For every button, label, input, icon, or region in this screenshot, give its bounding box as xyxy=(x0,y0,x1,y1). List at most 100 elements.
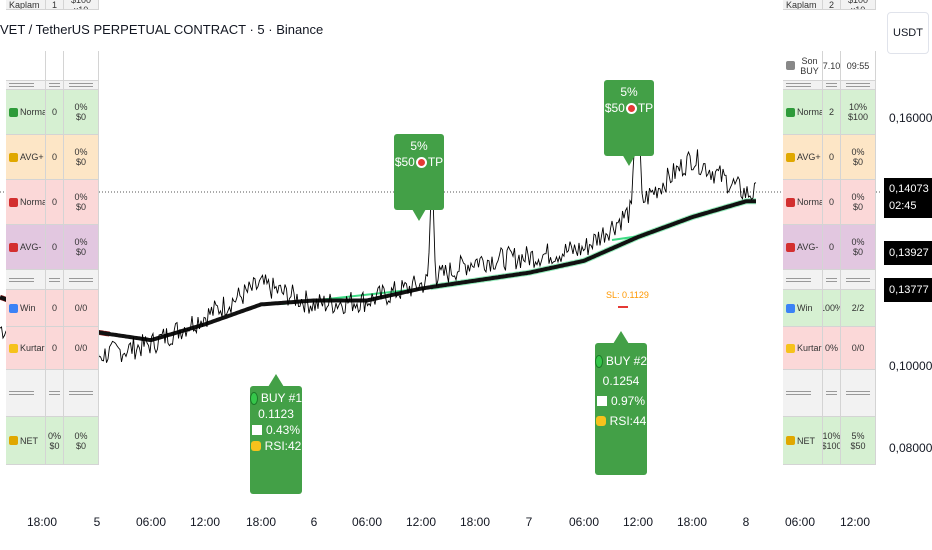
separator xyxy=(825,391,838,395)
left-row xyxy=(6,81,99,90)
right-row: Normal00% $0 xyxy=(783,180,876,225)
row-value: 0/0 xyxy=(841,327,876,369)
row-count: 0 xyxy=(823,180,841,224)
row-count: 0% $0 xyxy=(46,417,64,464)
row-value: 09:55 xyxy=(841,51,876,80)
cross-icon xyxy=(9,197,18,207)
row-label-cell xyxy=(6,51,46,80)
separator-cell xyxy=(783,270,823,289)
left-row: AVG+ 0 0% $0 xyxy=(6,135,99,180)
left-row xyxy=(6,370,99,417)
separator-cell xyxy=(64,270,99,289)
currency-button[interactable]: USDT xyxy=(887,12,929,54)
row-count: 100% xyxy=(823,290,841,326)
right-row: Normal210% $100 xyxy=(783,90,876,135)
separator-cell xyxy=(6,370,46,416)
price-marker-1: 0,13927 xyxy=(884,241,932,265)
separator xyxy=(846,391,870,395)
row-value: 0% $0 xyxy=(64,417,99,464)
row-count: 1 xyxy=(46,0,64,9)
buy-callout-1[interactable]: BUY #1 0.1123 0.43% RSI:42 xyxy=(250,386,302,494)
row-value: 10% $100 xyxy=(841,90,876,134)
clock-icon xyxy=(786,61,795,70)
separator xyxy=(69,391,93,395)
tp-callout-2[interactable]: 5% $50 TP xyxy=(604,80,654,156)
right-row: Kaplam 2$100 x10 xyxy=(783,0,876,10)
row-label-cell: Kurtar xyxy=(783,327,823,369)
row-value: 0/0 xyxy=(64,327,99,369)
row-value: 5% $50 xyxy=(841,417,876,464)
left-row xyxy=(6,51,99,81)
time-label: 12:00 xyxy=(839,515,871,529)
bar-countdown: 02:45 xyxy=(889,200,917,212)
separator-cell xyxy=(841,270,876,289)
ema-line xyxy=(0,199,756,342)
time-label: 18:00 xyxy=(676,515,708,529)
separator xyxy=(846,277,870,282)
moneybag-icon xyxy=(786,152,795,162)
separator xyxy=(48,83,61,87)
time-label: 12:00 xyxy=(405,515,437,529)
separator-cell xyxy=(64,370,99,416)
separator-cell xyxy=(823,370,841,416)
cross-icon xyxy=(786,197,795,207)
row-count: 2 xyxy=(823,0,841,9)
time-label: 12:00 xyxy=(189,515,221,529)
separator xyxy=(9,277,35,282)
row-label-cell: NET xyxy=(783,417,823,464)
price-label-008: 0,08000 xyxy=(889,441,932,455)
time-label: 7 xyxy=(525,515,533,529)
row-value xyxy=(64,51,99,80)
row-count: 0 xyxy=(46,290,64,326)
left-row: Kaplam 1$100 x10 xyxy=(6,0,99,10)
hand-icon xyxy=(786,343,795,353)
time-label: 12:00 xyxy=(622,515,654,529)
right-row: Kurtar 0% 0/0 xyxy=(783,327,876,370)
row-label: Normal xyxy=(797,197,822,207)
row-count: 0% xyxy=(823,327,841,369)
row-label-cell: Normal xyxy=(783,90,823,134)
right-row: AVG+ 0 0% $0 xyxy=(783,135,876,180)
current-price-box: 0,14073 02:45 xyxy=(884,178,932,218)
row-count: 2 xyxy=(823,90,841,134)
row-label: Kurtar xyxy=(20,343,45,353)
separator xyxy=(825,83,838,87)
stop-loss-label: SL: 0.1129 xyxy=(606,290,649,300)
target-icon xyxy=(625,102,637,114)
price-line xyxy=(0,83,757,364)
separator xyxy=(48,277,61,282)
separator xyxy=(69,277,93,282)
left-row: Kurtar 0 0/0 xyxy=(6,327,99,370)
buy-callout-2[interactable]: BUY #2 0.1254 0.97% RSI:44 xyxy=(595,343,647,475)
tp2-tag: TP xyxy=(637,101,654,115)
trophy-icon xyxy=(786,303,795,313)
row-label: NET xyxy=(20,435,38,446)
row-count xyxy=(46,51,64,80)
tp-callout-1[interactable]: 5% $50 TP xyxy=(394,134,444,210)
row-label: NET xyxy=(797,435,815,446)
target-icon xyxy=(415,156,427,168)
row-label-cell: Normal xyxy=(783,180,823,224)
moneybag-icon xyxy=(786,436,795,445)
tp2-pointer xyxy=(622,154,636,166)
separator-cell xyxy=(823,270,841,289)
time-label: 18:00 xyxy=(26,515,58,529)
price-scale[interactable] xyxy=(882,0,932,550)
separator-cell xyxy=(46,270,64,289)
green-circle-icon xyxy=(250,391,258,405)
left-row: NET 0% $0 0% $0 xyxy=(6,417,99,465)
time-label: 6 xyxy=(310,515,318,529)
buy1-rsi: RSI:42 xyxy=(264,439,302,453)
tp1-tag: TP xyxy=(427,155,444,169)
row-value: 0% $0 xyxy=(64,180,99,224)
buy1-change: 0.43% xyxy=(265,423,301,437)
right-row xyxy=(783,370,876,417)
right-row: Son BUY 7.10 09:55 xyxy=(783,51,876,81)
right-row xyxy=(783,270,876,290)
check-icon xyxy=(786,107,795,117)
row-count: 0 xyxy=(46,225,64,269)
separator-cell xyxy=(6,81,46,89)
row-value: $100 x10 xyxy=(841,0,876,9)
row-label: AVG- xyxy=(20,242,42,252)
